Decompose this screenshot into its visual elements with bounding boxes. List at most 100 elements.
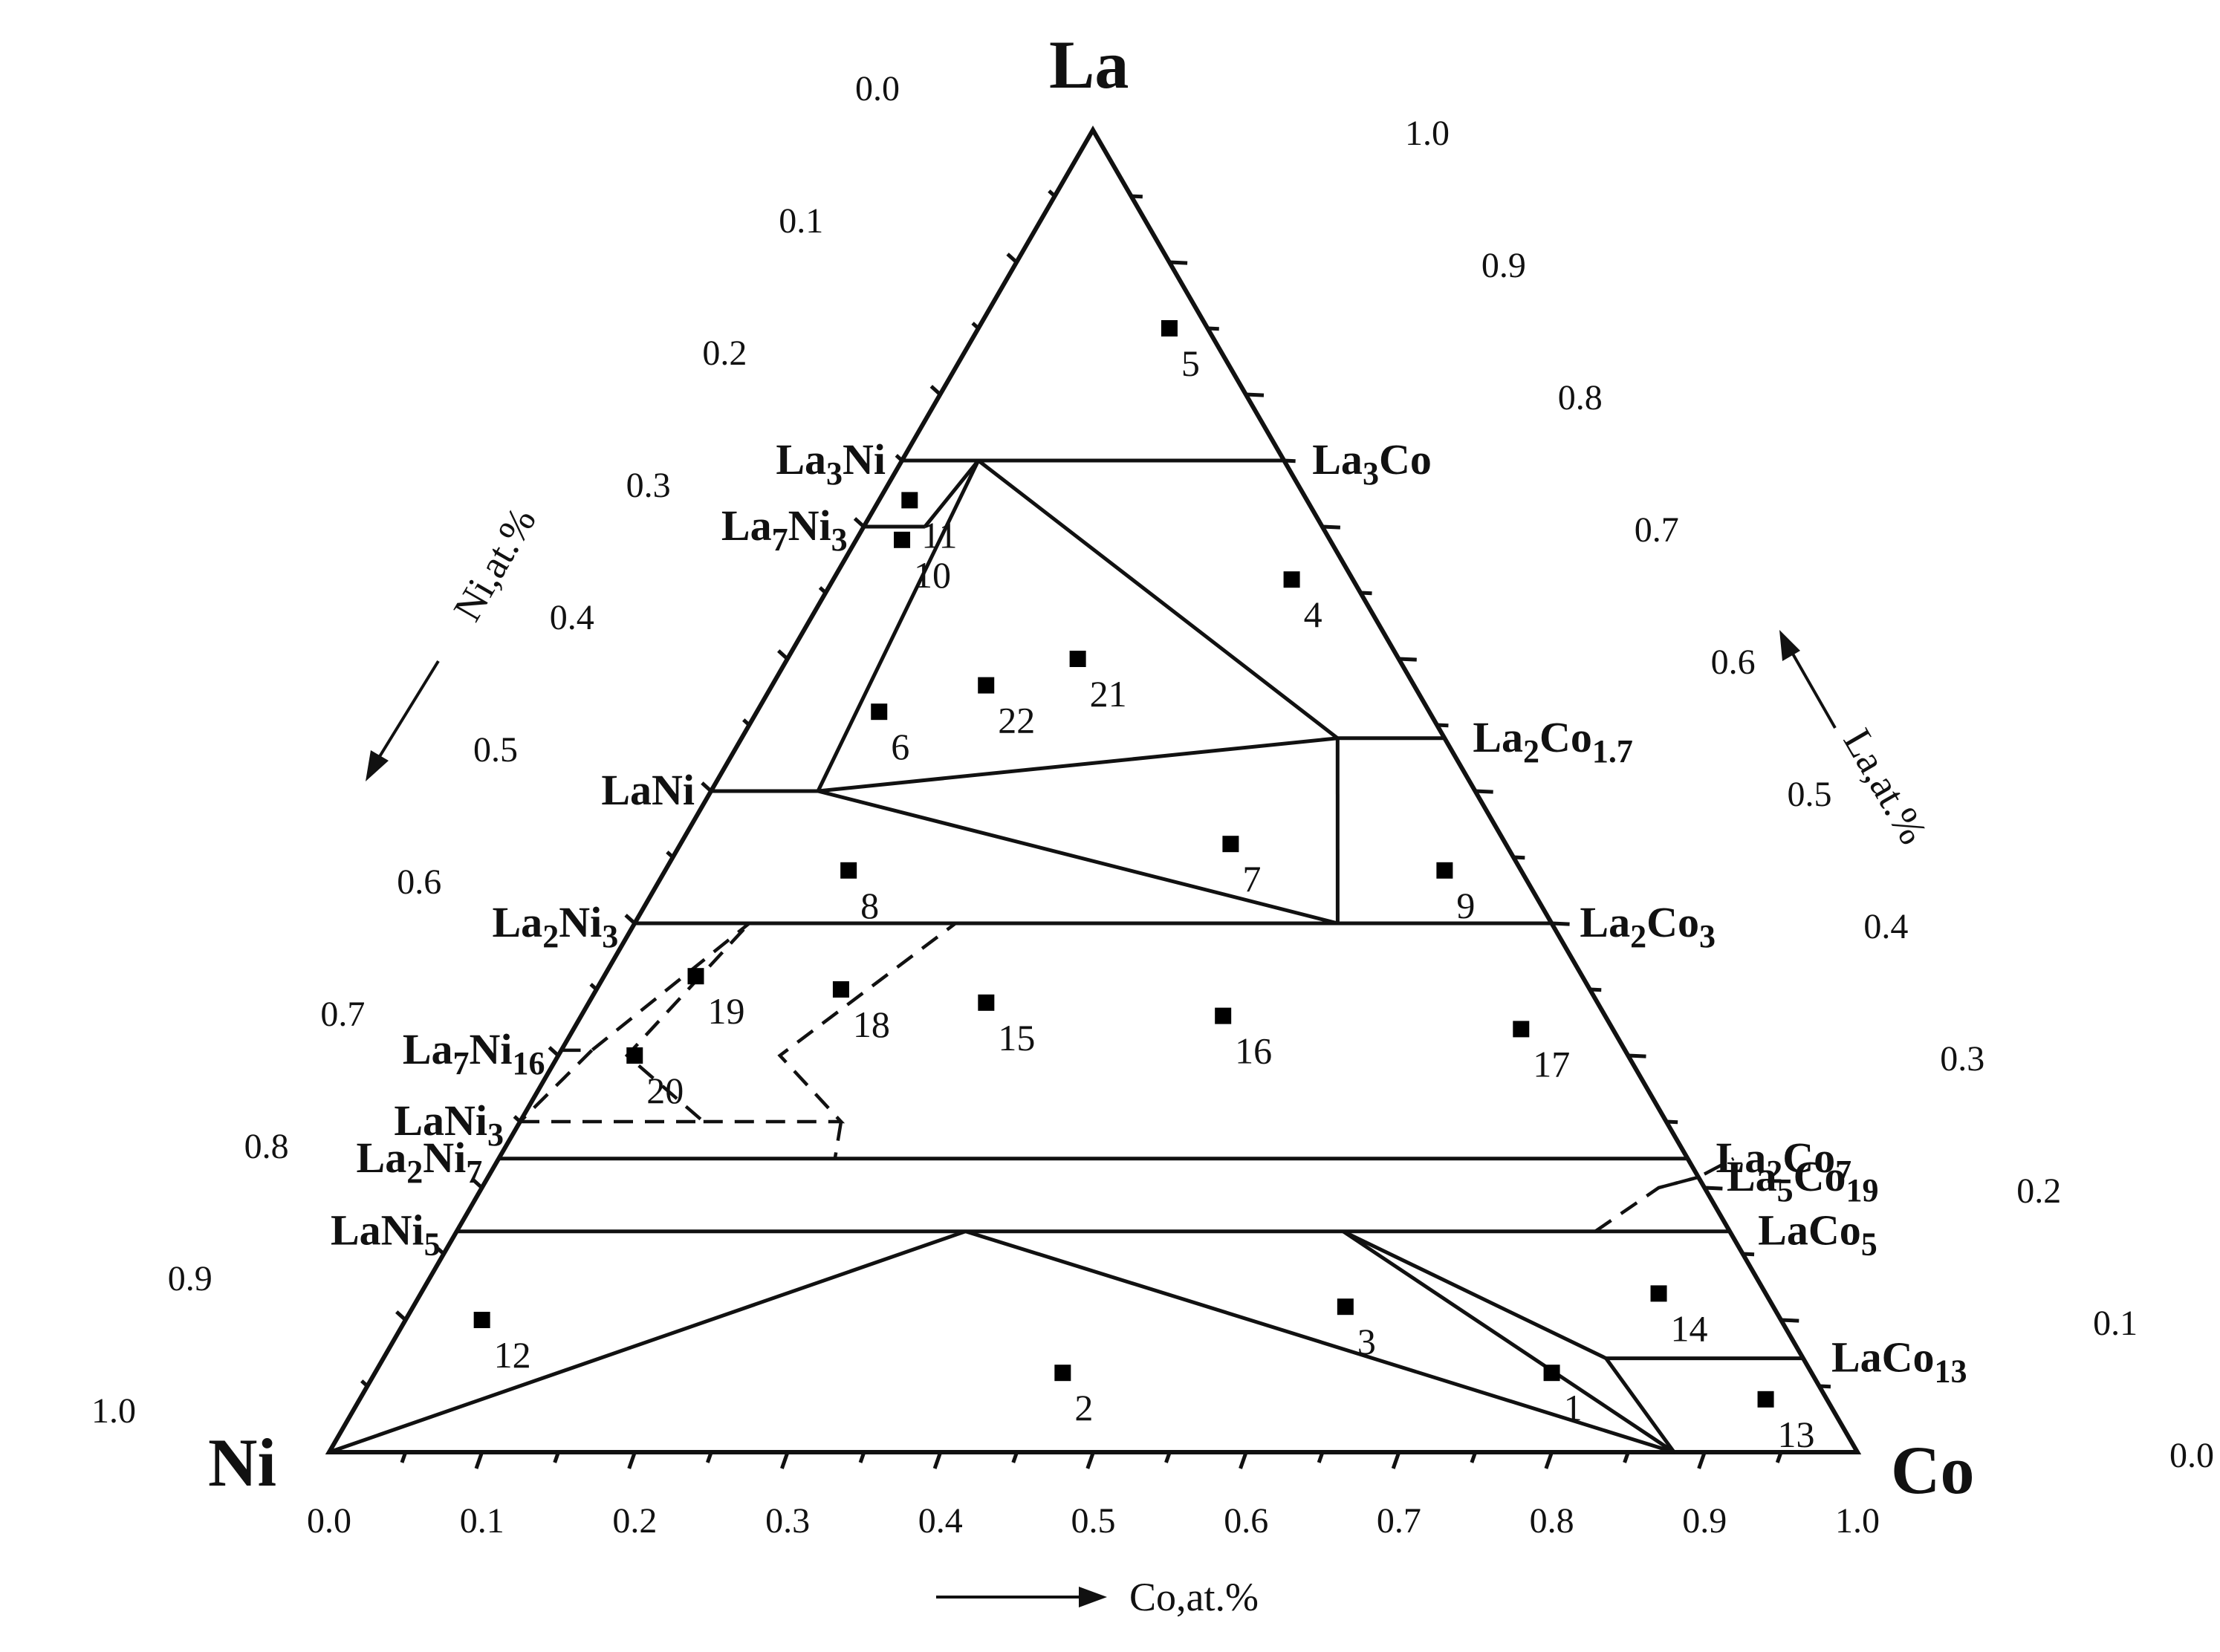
sample-label: 3 [1357,1321,1376,1362]
phase-label-ni-side: LaNi [601,766,695,814]
sample-label: 13 [1778,1414,1815,1455]
sample-label: 1 [1564,1387,1583,1428]
sample-label: 15 [998,1017,1035,1058]
sample-label: 11 [921,514,957,556]
right-axis-tick [1742,1252,1755,1257]
right-axis-tick [1513,855,1525,860]
bottom-axis-title: Co,at.% [936,1575,1259,1619]
vertex-label-ni: Ni [208,1425,276,1500]
tie-line [923,459,980,528]
sample-marker [978,677,995,694]
left-axis-tick [895,454,903,462]
sample-marker [1069,651,1086,667]
sample-marker [901,492,918,509]
tie-line [817,736,1338,793]
bottom-axis-tick [705,1451,713,1463]
right-axis-tick [1436,723,1449,728]
right-axis-arrow [1789,649,1837,729]
left-axis-tick [589,983,598,991]
tie-line [1342,1229,1675,1454]
phase-label-co-side: LaCo5 [1758,1206,1877,1263]
sample-label: 16 [1235,1030,1272,1072]
left-tick-label: 0.4 [550,598,594,637]
left-axis-arrow [377,660,440,759]
bottom-tick-label: 0.0 [307,1501,351,1541]
phase-label-ni-side: LaNi5 [331,1206,441,1263]
bottom-tick-label: 0.8 [1530,1501,1574,1541]
bottom-axis-tick [1544,1451,1554,1469]
sample-label: 10 [914,554,951,596]
phase-label-ni-side: LaNi3 [394,1096,504,1153]
bottom-tick-label: 1.0 [1835,1501,1880,1541]
right-tick-label: 0.6 [1711,643,1756,682]
left-axis-tick [818,586,827,594]
left-axis-tick [548,1046,560,1057]
left-axis-tick [777,649,789,660]
right-tick-label: 1.0 [1405,114,1450,153]
sample-marker [626,1047,643,1064]
left-axis-title-text: Ni,at.% [444,500,544,628]
bottom-tick-label: 0.4 [918,1501,963,1541]
sample-marker [1757,1391,1774,1408]
bottom-tick-label: 0.6 [1224,1501,1268,1541]
sample-marker [1650,1285,1667,1302]
sample-marker [687,968,704,985]
right-axis-arrowhead [1779,630,1800,661]
bottom-axis-tick [400,1451,408,1463]
tie-line [817,789,1339,926]
dashed-boundary-line [520,922,751,1124]
phase-label-co-side: La2Co7 [1716,1134,1852,1190]
vertex-label-co: Co [1891,1432,1974,1508]
bottom-tick-label: 0.5 [1071,1501,1116,1541]
sample-label: 6 [891,726,909,767]
phase-label-ni-side: La3Ni [776,435,886,492]
left-axis-tick [1048,189,1057,198]
bottom-tick-label: 0.3 [765,1501,810,1541]
right-tick-label: 0.5 [1788,775,1832,814]
sample-marker [1283,571,1300,588]
sample-marker [1054,1365,1071,1382]
sample-marker [1337,1298,1354,1316]
left-axis-tick [360,1379,369,1388]
right-axis-tick [1207,326,1219,331]
bottom-axis-tick [1470,1451,1478,1463]
sample-marker [840,862,857,879]
phase-label-ni-side: La2Ni7 [357,1134,483,1190]
phase-label-co-side: La2Co1.7 [1473,713,1633,770]
right-axis-tick [1551,921,1570,926]
right-tick-label: 0.4 [1863,907,1908,946]
sample-label: 4 [1304,594,1322,635]
bottom-axis-tick [1239,1451,1248,1469]
bottom-tick-label: 0.1 [460,1501,504,1541]
tie-line [1604,1357,1676,1454]
left-tick-label: 0.8 [244,1127,289,1166]
triangle-frame [325,126,1862,1454]
sample-label: 5 [1181,342,1200,384]
right-tick-label: 0.2 [2016,1171,2061,1211]
bottom-tick-label: 0.7 [1377,1501,1421,1541]
sample-label: 20 [646,1070,684,1111]
vertex-label-la: La [1049,27,1129,103]
sample-label: 21 [1090,673,1127,715]
left-tick-label: 0.3 [626,466,671,505]
left-tick-label: 0.2 [702,334,747,373]
sample-marker [871,703,888,721]
bottom-axis-tick [1164,1451,1172,1463]
left-tick-label: 0.5 [473,730,518,770]
bottom-axis-title-text: Co,at.% [1129,1575,1259,1619]
right-axis-tick [1475,789,1493,794]
right-axis-tick [1589,987,1602,992]
sample-marker [978,994,995,1011]
tie-line [816,459,981,793]
sample-label: 2 [1074,1387,1093,1428]
right-axis-tick [1819,1384,1831,1389]
phase-label-ni-side: La2Ni3 [493,898,619,955]
bottom-axis-tick [1085,1451,1095,1469]
left-axis-tick [666,851,675,859]
right-tick-label: 0.3 [1940,1039,1984,1079]
sample-label: 12 [494,1334,531,1376]
dashed-boundary-line [519,1049,594,1123]
tie-line [977,459,1339,740]
